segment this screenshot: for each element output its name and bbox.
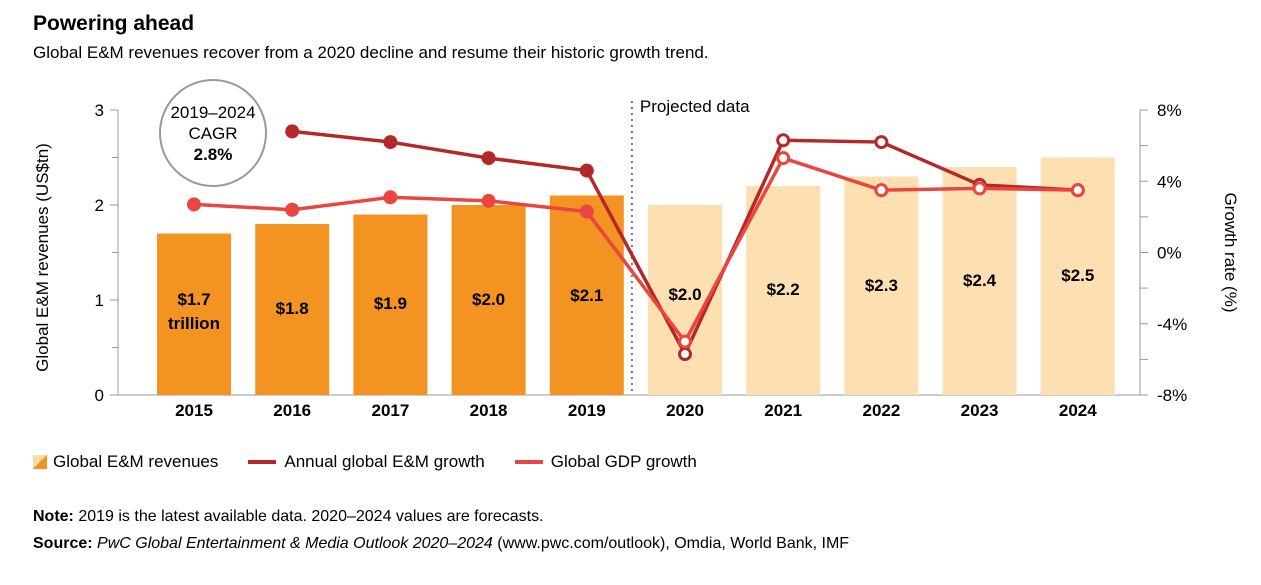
- y-axis-left-tick-label: 1: [95, 291, 104, 310]
- series-point-gdp-growth: [383, 190, 398, 205]
- y-axis-right-tick-label: 4%: [1157, 172, 1182, 191]
- bar-2023: [942, 167, 1017, 395]
- series-point-gdp-growth: [187, 197, 201, 212]
- legend-item-revenues: Global E&M revenues: [33, 452, 218, 472]
- y-axis-left-title: Global E&M revenues (US$tn): [33, 143, 52, 372]
- series-point-gdp-growth: [285, 202, 300, 217]
- note-text: 2019 is the latest available data. 2020–…: [73, 508, 544, 525]
- x-axis-tick-label: 2016: [273, 401, 311, 420]
- legend-item-em-growth: Annual global E&M growth: [248, 452, 485, 472]
- legend-label-revenues: Global E&M revenues: [53, 452, 219, 471]
- legend-line-swatch-gdp-growth: [514, 460, 543, 464]
- legend-label-gdp-growth: Global GDP growth: [550, 452, 697, 471]
- series-point-gdp-growth: [481, 193, 496, 208]
- series-point-gdp-growth: [1070, 183, 1085, 198]
- series-point-em-growth: [678, 347, 692, 362]
- bar-value-label: $2.4: [963, 271, 997, 290]
- legend-bar-swatch: [33, 455, 47, 469]
- series-point-em-growth: [776, 133, 791, 148]
- bar-2019: [549, 195, 624, 395]
- legend-item-gdp-growth: Global GDP growth: [514, 452, 697, 472]
- bar-2021: [746, 186, 821, 395]
- source-title: PwC Global Entertainment & Media Outlook…: [97, 535, 493, 552]
- y-axis-left-tick-label: 3: [95, 101, 104, 120]
- series-point-em-growth: [383, 135, 398, 150]
- bar-value-label: $1.9: [374, 294, 407, 313]
- x-axis-tick-label: 2023: [961, 401, 999, 420]
- series-point-gdp-growth: [874, 183, 889, 198]
- legend: Global E&M revenues Annual global E&M gr…: [33, 452, 727, 472]
- bar-2017: [353, 214, 428, 395]
- y-axis-right-tick-label: -8%: [1157, 386, 1187, 405]
- bar-2018: [451, 205, 526, 395]
- series-point-gdp-growth: [972, 181, 987, 196]
- cagr-period-label: 2019–2024: [170, 103, 255, 122]
- chart: 0 1 2 3 Global E&M revenues (US$tn) -8% -4% 0% 4…: [33, 79, 1240, 420]
- legend-line-swatch-em-growth: [248, 460, 277, 464]
- y-axis-right-title: Growth rate (%): [1221, 193, 1240, 313]
- chart-subtitle: Global E&M revenues recover from a 2020 …: [33, 43, 709, 62]
- y-axis-right-tick-label: -4%: [1157, 315, 1187, 334]
- source-text: (www.pwc.com/outlook), Omdia, World Bank…: [492, 535, 850, 552]
- bar-value-label: $2.1: [570, 286, 603, 305]
- bar-2022: [844, 176, 919, 395]
- note: Note: 2019 is the latest available data.…: [33, 508, 544, 526]
- chart-title: Powering ahead: [33, 12, 195, 35]
- bar-value-label: $1.7: [177, 290, 210, 309]
- x-axis-tick-label: 2015: [175, 401, 213, 420]
- y-axis-right-tick-label: 8%: [1157, 101, 1182, 120]
- source-label: Source:: [33, 535, 93, 552]
- bar-value-label: $2.0: [472, 290, 505, 309]
- series-point-em-growth: [481, 151, 496, 166]
- bar-value-label: $2.0: [668, 285, 701, 304]
- series-point-em-growth: [285, 124, 300, 139]
- bar-value-label: $1.8: [276, 299, 309, 318]
- x-axis-tick-label: 2021: [764, 401, 802, 420]
- cagr-label: CAGR: [188, 124, 237, 143]
- y-axis-left-tick-label: 0: [95, 386, 104, 405]
- cagr-circle: [159, 79, 267, 187]
- x-axis-tick-label: 2024: [1059, 401, 1097, 420]
- projected-data-label: Projected data: [640, 97, 750, 116]
- series-point-em-growth: [579, 163, 594, 178]
- bar-2016: [255, 224, 330, 395]
- x-axis-tick-label: 2017: [371, 401, 409, 420]
- bar-value-label: $2.5: [1061, 266, 1094, 285]
- series-line-gdp-growth: [193, 156, 1078, 344]
- x-axis-tick-label: 2020: [666, 401, 704, 420]
- y-axis-left-tick-label: 2: [95, 196, 104, 215]
- series-point-gdp-growth: [776, 151, 791, 166]
- bar-2015: [157, 233, 231, 395]
- y-axis-right-tick-label: 0%: [1157, 244, 1182, 263]
- series-point-em-growth: [874, 135, 889, 150]
- bar-value-unit-label: trillion: [168, 314, 220, 333]
- source: Source: PwC Global Entertainment & Media…: [33, 535, 849, 553]
- cagr-value: 2.8%: [194, 145, 233, 164]
- bar-value-label: $2.3: [865, 276, 898, 295]
- bar-value-label: $2.2: [767, 280, 800, 299]
- series-point-gdp-growth: [678, 334, 692, 349]
- legend-label-em-growth: Annual global E&M growth: [284, 452, 485, 471]
- x-axis-tick-label: 2018: [470, 401, 508, 420]
- series-point-gdp-growth: [579, 204, 594, 219]
- x-axis-tick-label: 2022: [862, 401, 900, 420]
- note-label: Note:: [33, 508, 74, 525]
- x-axis-tick-label: 2019: [568, 401, 606, 420]
